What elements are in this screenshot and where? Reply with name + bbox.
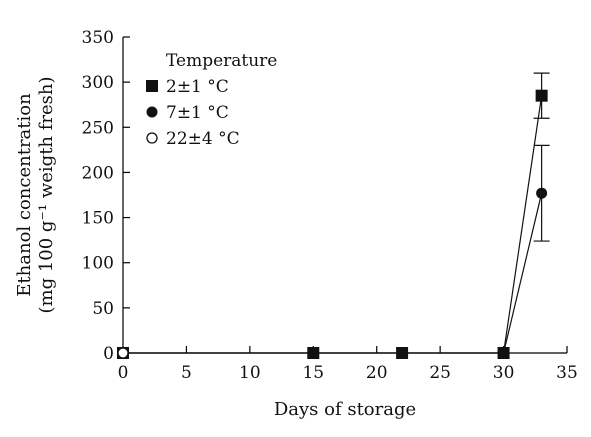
series-line xyxy=(123,193,543,354)
data-point xyxy=(498,347,510,359)
y-tick-label: 200 xyxy=(82,163,114,183)
legend-label: 22±4 °C xyxy=(166,129,240,149)
x-tick-label: 5 xyxy=(181,363,192,383)
data-point xyxy=(307,347,320,359)
legend: Temperature 2±1 °C 7±1 °C 22±4 °C xyxy=(146,51,277,149)
x-tick-label: 30 xyxy=(493,363,515,383)
x-tick-label: 25 xyxy=(429,363,451,383)
y-axis-title-line1: Ethanol concentration xyxy=(14,93,35,297)
y-tick-label: 300 xyxy=(82,73,114,93)
y-axis-title-line2: (mg 100 g⁻¹ weigth fresh) xyxy=(36,76,57,313)
legend-marker xyxy=(146,106,158,118)
legend-marker xyxy=(146,80,158,92)
y-tick-label: 350 xyxy=(82,28,114,48)
y-tick-label: 0 xyxy=(103,344,114,364)
legend-label: 7±1 °C xyxy=(166,103,229,123)
data-point xyxy=(396,347,409,359)
data-point xyxy=(117,347,129,359)
legend-title: Temperature xyxy=(166,51,277,71)
y-tick-label: 250 xyxy=(82,118,114,138)
y-tick-label: 50 xyxy=(92,299,114,319)
legend-items: 2±1 °C 7±1 °C 22±4 °C xyxy=(146,77,240,149)
x-axis-title: Days of storage xyxy=(274,399,416,420)
legend-marker xyxy=(146,132,158,144)
legend-label: 2±1 °C xyxy=(166,77,229,97)
x-tick-label: 15 xyxy=(302,363,324,383)
x-tick-label: 35 xyxy=(556,363,578,383)
x-tick-label: 0 xyxy=(118,363,129,383)
x-tick-label: 10 xyxy=(239,363,261,383)
x-tick-label: 20 xyxy=(366,363,388,383)
y-tick-label: 150 xyxy=(82,209,114,229)
y-axis-title: Ethanol concentration (mg 100 g⁻¹ weigth… xyxy=(14,76,57,313)
y-tick-label: 100 xyxy=(82,254,114,274)
data-points xyxy=(117,89,548,359)
data-point xyxy=(535,89,548,102)
data-point xyxy=(536,187,548,199)
